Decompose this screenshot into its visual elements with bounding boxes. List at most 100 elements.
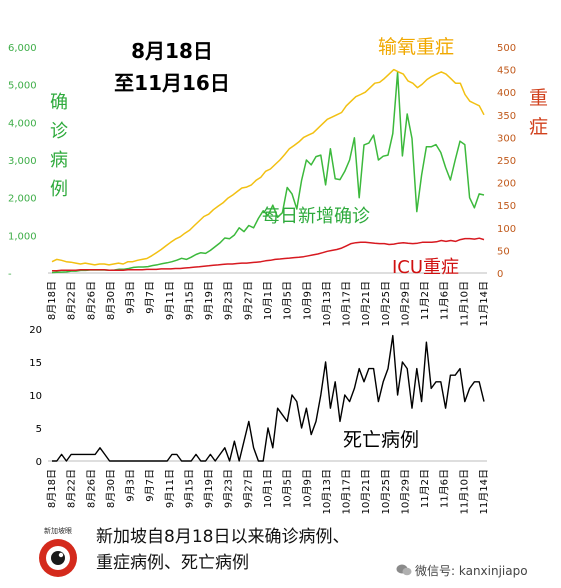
- x-axis-tick: 10月29日: [399, 469, 411, 514]
- x-axis-tick: 8月30日: [105, 281, 117, 320]
- x-axis-tick: 9月27日: [242, 281, 254, 320]
- right-axis-label-char: 症: [529, 116, 548, 138]
- footer-caption: 新加坡自8月18日以来确诊病例、 重症病例、死亡病例: [96, 524, 416, 576]
- x-axis-tick: 11月6日: [439, 281, 451, 320]
- right-axis-label: 重症: [529, 87, 548, 138]
- x-axis-tick: 9月11日: [164, 281, 176, 320]
- x-axis-tick: 9月23日: [223, 469, 235, 508]
- logo-text: 新加坡眼: [44, 526, 72, 535]
- right-axis-tick: 450: [497, 66, 516, 77]
- x-axis-tick: 9月7日: [144, 469, 156, 502]
- icu-series-label: ICU重症: [392, 257, 459, 278]
- right-axis-tick: 350: [497, 111, 516, 122]
- x-axis-tick: 8月22日: [66, 469, 78, 508]
- x-axis-tick: 8月30日: [105, 469, 117, 508]
- x-axis-tick: 9月19日: [203, 469, 215, 508]
- left-axis-label-char: 例: [50, 179, 68, 200]
- bottom-y-tick: 20: [29, 325, 42, 336]
- right-axis-tick: 150: [497, 201, 516, 212]
- caption-line-2: 重症病例、死亡病例: [96, 553, 249, 573]
- x-axis-tick: 8月18日: [46, 281, 58, 320]
- series-line-2: [52, 237, 485, 272]
- chart-title-line-2: 至11月16日: [114, 71, 230, 95]
- left-axis-tick: 4,000: [8, 118, 37, 129]
- right-axis-tick: 300: [497, 133, 516, 144]
- left-axis-label-char: 诊: [50, 121, 68, 142]
- left-axis-label-char: 确: [50, 92, 68, 113]
- x-axis-tick: 9月19日: [203, 281, 215, 320]
- right-axis-label-char: 重: [529, 87, 548, 109]
- series-line-1: [51, 68, 485, 266]
- x-axis-tick: 10月5日: [282, 469, 294, 508]
- x-axis-tick: 11月10日: [458, 469, 470, 514]
- x-axis-tick: 8月22日: [66, 281, 78, 320]
- footer: 新加坡眼 新加坡自8月18日以来确诊病例、 重症病例、死亡病例 微信号: kan…: [0, 518, 561, 588]
- bottom-series: [52, 334, 485, 462]
- wechat-id: 微信号: kanxinjiapo: [415, 564, 528, 578]
- right-axis-tick: 500: [497, 43, 516, 54]
- x-axis-tick: 9月11日: [164, 469, 176, 508]
- deaths-series-label: 死亡病例: [343, 429, 419, 451]
- x-axis-tick: 10月9日: [301, 469, 313, 508]
- wechat-icon: [396, 564, 412, 576]
- x-axis-tick: 8月26日: [85, 281, 97, 320]
- x-axis-tick: 8月26日: [85, 469, 97, 508]
- x-axis-tick: 11月14日: [478, 469, 490, 514]
- x-axis-tick: 11月2日: [419, 469, 431, 508]
- right-axis-tick: 50: [497, 246, 510, 257]
- caption-line-1: 新加坡自8月18日以来确诊病例、: [96, 527, 350, 547]
- x-axis-tick: 10月29日: [399, 281, 411, 326]
- x-axis-tick: 10月21日: [360, 281, 372, 326]
- x-axis-tick: 10月1日: [262, 281, 274, 320]
- bottom-y-tick: 15: [29, 358, 42, 369]
- x-axis-tick: 9月15日: [183, 469, 195, 508]
- x-axis-tick: 9月3日: [125, 281, 137, 314]
- deaths-line: [52, 334, 485, 462]
- x-axis-tick: 10月17日: [341, 469, 353, 514]
- left-axis-tick: -: [8, 269, 12, 280]
- daily-cases-series-label: 每日新增确诊: [262, 206, 370, 227]
- series-line-0: [51, 71, 485, 274]
- x-axis-tick: 9月23日: [223, 281, 235, 320]
- left-axis-label-char: 病: [50, 150, 68, 171]
- left-axis-tick: 6,000: [8, 43, 37, 54]
- x-axis-tick: 10月5日: [282, 281, 294, 320]
- x-axis-tick: 10月13日: [321, 281, 333, 326]
- x-axis-tick: 10月21日: [360, 469, 372, 514]
- right-axis-tick: 100: [497, 224, 516, 235]
- bottom-y-ticks: 20 15 10 5 0: [29, 325, 42, 468]
- left-axis-tick: 3,000: [8, 156, 37, 167]
- x-axis-tick: 8月18日: [46, 469, 58, 508]
- x-axis-tick: 10月9日: [301, 281, 313, 320]
- chart-title-line-1: 8月18日: [131, 39, 213, 63]
- x-axis-tick: 10月13日: [321, 469, 333, 514]
- x-axis-tick: 11月6日: [439, 469, 451, 508]
- x-axis-tick: 10月25日: [380, 281, 392, 326]
- right-axis-tick: 250: [497, 156, 516, 167]
- top-x-ticks: 8月18日 8月22日 8月26日 8月30日 9月3日 9月7日 9月11日 9月15日 9月…: [46, 281, 490, 326]
- bottom-y-tick: 0: [36, 457, 42, 468]
- bottom-y-tick: 10: [29, 391, 42, 402]
- wechat-account: 微信号: kanxinjiapo: [396, 562, 528, 579]
- x-axis-tick: 9月3日: [125, 469, 137, 502]
- x-axis-tick: 9月7日: [144, 281, 156, 314]
- right-axis-tick: 0: [497, 269, 503, 280]
- bottom-y-tick: 5: [36, 424, 42, 435]
- x-axis-tick: 9月27日: [242, 469, 254, 508]
- right-axis-tick: 400: [497, 88, 516, 99]
- x-axis-tick: 11月14日: [478, 281, 490, 326]
- x-axis-tick: 10月17日: [341, 281, 353, 326]
- x-axis-tick: 11月10日: [458, 281, 470, 326]
- right-axis-tick: 200: [497, 179, 516, 190]
- oxygen-series-label: 输氧重症: [378, 36, 454, 58]
- x-axis-tick: 9月15日: [183, 281, 195, 320]
- top-series: [51, 68, 485, 274]
- brand-logo: 新加坡眼: [32, 524, 84, 580]
- left-axis-tick: 1,000: [8, 231, 37, 242]
- top-left-axis-ticks: 6,000 5,000 4,000 3,000 2,000 1,000 -: [8, 43, 37, 280]
- bottom-x-ticks: 8月18日 8月22日 8月26日 8月30日 9月3日 9月7日 9月11日 9月15日 9月…: [46, 469, 490, 514]
- left-axis-tick: 2,000: [8, 194, 37, 205]
- x-axis-tick: 10月1日: [262, 469, 274, 508]
